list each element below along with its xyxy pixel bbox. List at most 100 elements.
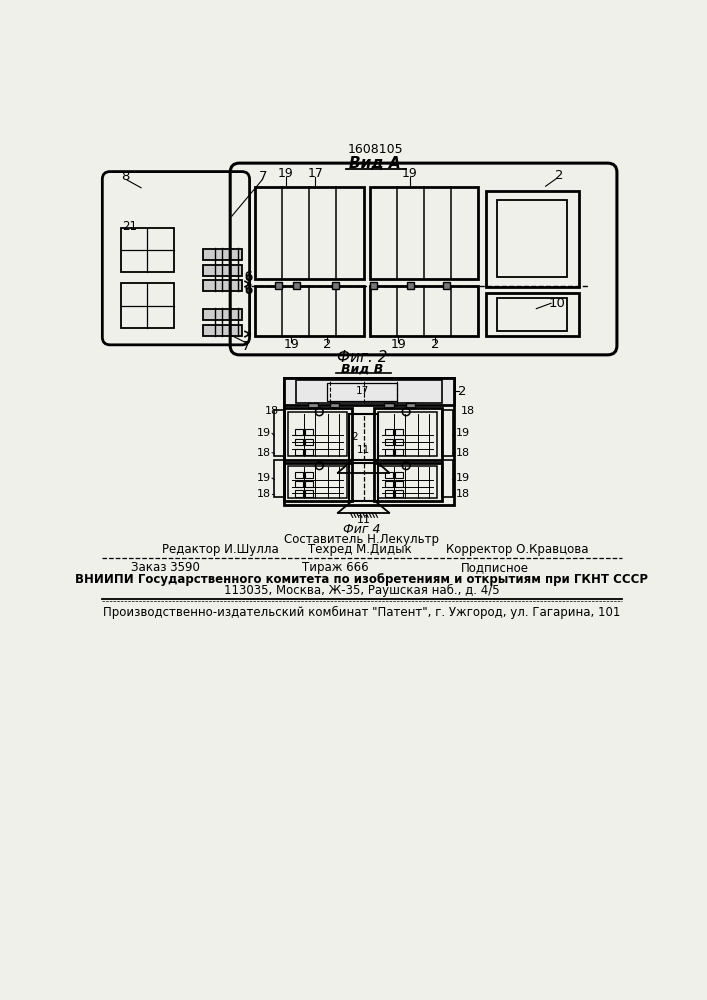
Text: Корректор О.Кравцова: Корректор О.Кравцова bbox=[446, 543, 589, 556]
Text: б: б bbox=[245, 271, 253, 284]
Bar bbox=[370, 282, 378, 289]
Bar bbox=[349, 463, 378, 501]
Bar bbox=[296, 429, 303, 435]
Text: 7: 7 bbox=[259, 170, 267, 183]
Text: Фиг 4: Фиг 4 bbox=[343, 523, 380, 536]
Bar bbox=[284, 408, 352, 460]
Bar bbox=[296, 380, 442, 403]
Bar bbox=[486, 293, 579, 336]
Text: б: б bbox=[245, 284, 253, 297]
Bar bbox=[370, 286, 478, 336]
Bar bbox=[378, 466, 437, 498]
Bar bbox=[121, 228, 174, 272]
Text: 19: 19 bbox=[284, 338, 299, 351]
Bar bbox=[332, 282, 339, 289]
Text: 7: 7 bbox=[242, 340, 250, 353]
Bar bbox=[442, 460, 452, 497]
Bar bbox=[203, 309, 242, 320]
Bar bbox=[385, 481, 393, 487]
Bar bbox=[296, 439, 303, 445]
Bar bbox=[255, 286, 363, 336]
Text: 17: 17 bbox=[356, 386, 368, 396]
Bar bbox=[203, 249, 242, 260]
Bar bbox=[296, 490, 303, 497]
Bar bbox=[305, 429, 313, 435]
Text: 10: 10 bbox=[549, 297, 566, 310]
Bar bbox=[497, 298, 566, 331]
Bar bbox=[349, 414, 378, 460]
Text: 18: 18 bbox=[456, 448, 470, 458]
Text: ВНИИПИ Государственного комитета по изобретениям и открытиям при ГКНТ СССР: ВНИИПИ Государственного комитета по изоб… bbox=[76, 573, 648, 586]
Bar bbox=[373, 408, 442, 460]
Bar bbox=[274, 410, 285, 456]
Text: Производственно-издательский комбинат "Патент", г. Ужгород, ул. Гагарина, 101: Производственно-издательский комбинат "П… bbox=[103, 606, 621, 619]
Bar bbox=[497, 200, 566, 277]
Text: Вид В: Вид В bbox=[341, 362, 383, 375]
Bar bbox=[284, 378, 454, 405]
Bar bbox=[395, 449, 403, 455]
Text: 18: 18 bbox=[456, 489, 470, 499]
Bar bbox=[305, 439, 313, 445]
Bar bbox=[370, 187, 478, 279]
Text: 19: 19 bbox=[257, 428, 271, 438]
Bar bbox=[486, 191, 579, 287]
Bar bbox=[203, 325, 242, 336]
Text: 2: 2 bbox=[323, 338, 332, 351]
Text: 2: 2 bbox=[555, 169, 563, 182]
Text: 113035, Москва, Ж-35, Раушская наб., д. 4/5: 113035, Москва, Ж-35, Раушская наб., д. … bbox=[224, 584, 500, 597]
Text: 18: 18 bbox=[460, 406, 474, 416]
Bar bbox=[385, 439, 393, 445]
Bar bbox=[284, 463, 352, 501]
Bar bbox=[385, 490, 393, 497]
Text: 2: 2 bbox=[351, 432, 358, 442]
Bar bbox=[395, 429, 403, 435]
Text: 19: 19 bbox=[402, 167, 418, 180]
Bar bbox=[296, 481, 303, 487]
Text: 19: 19 bbox=[257, 473, 271, 483]
Text: 1608105: 1608105 bbox=[347, 143, 403, 156]
Text: 2: 2 bbox=[431, 338, 439, 351]
Text: 18: 18 bbox=[265, 406, 279, 416]
Text: 11: 11 bbox=[357, 445, 370, 455]
Bar bbox=[443, 282, 450, 289]
Bar bbox=[284, 378, 454, 505]
Bar bbox=[305, 472, 313, 478]
Text: Подписное: Подписное bbox=[460, 561, 528, 574]
Text: Фиг. 2: Фиг. 2 bbox=[337, 350, 387, 365]
Text: Заказ 3590: Заказ 3590 bbox=[131, 561, 200, 574]
Text: 21: 21 bbox=[122, 220, 137, 233]
Bar bbox=[395, 472, 403, 478]
Bar bbox=[385, 472, 393, 478]
Bar bbox=[406, 403, 416, 408]
Bar bbox=[385, 449, 393, 455]
Bar bbox=[288, 412, 347, 456]
Bar bbox=[385, 429, 393, 435]
Text: 19: 19 bbox=[390, 338, 407, 351]
Bar bbox=[442, 410, 452, 456]
Text: 18: 18 bbox=[257, 448, 271, 458]
Text: 19: 19 bbox=[278, 167, 294, 180]
Text: 11: 11 bbox=[356, 515, 370, 525]
Bar bbox=[203, 280, 242, 291]
Bar bbox=[203, 265, 242, 276]
Text: 19: 19 bbox=[456, 428, 470, 438]
Text: Техред М.Дидык: Техред М.Дидык bbox=[308, 543, 411, 556]
Bar bbox=[296, 449, 303, 455]
Bar bbox=[296, 472, 303, 478]
Bar bbox=[275, 282, 282, 289]
Text: 19: 19 bbox=[456, 473, 470, 483]
Text: 8: 8 bbox=[121, 170, 129, 183]
Bar bbox=[121, 283, 174, 328]
Bar bbox=[378, 412, 437, 456]
Bar bbox=[293, 282, 300, 289]
Bar bbox=[327, 383, 397, 401]
Bar bbox=[385, 403, 394, 408]
Bar bbox=[373, 463, 442, 501]
Bar bbox=[305, 481, 313, 487]
Bar bbox=[305, 449, 313, 455]
Bar bbox=[305, 490, 313, 497]
Bar bbox=[308, 403, 317, 408]
Text: Вид А: Вид А bbox=[349, 156, 401, 171]
Text: Составитель Н.Лекультр: Составитель Н.Лекультр bbox=[284, 533, 440, 546]
Bar bbox=[288, 466, 347, 498]
